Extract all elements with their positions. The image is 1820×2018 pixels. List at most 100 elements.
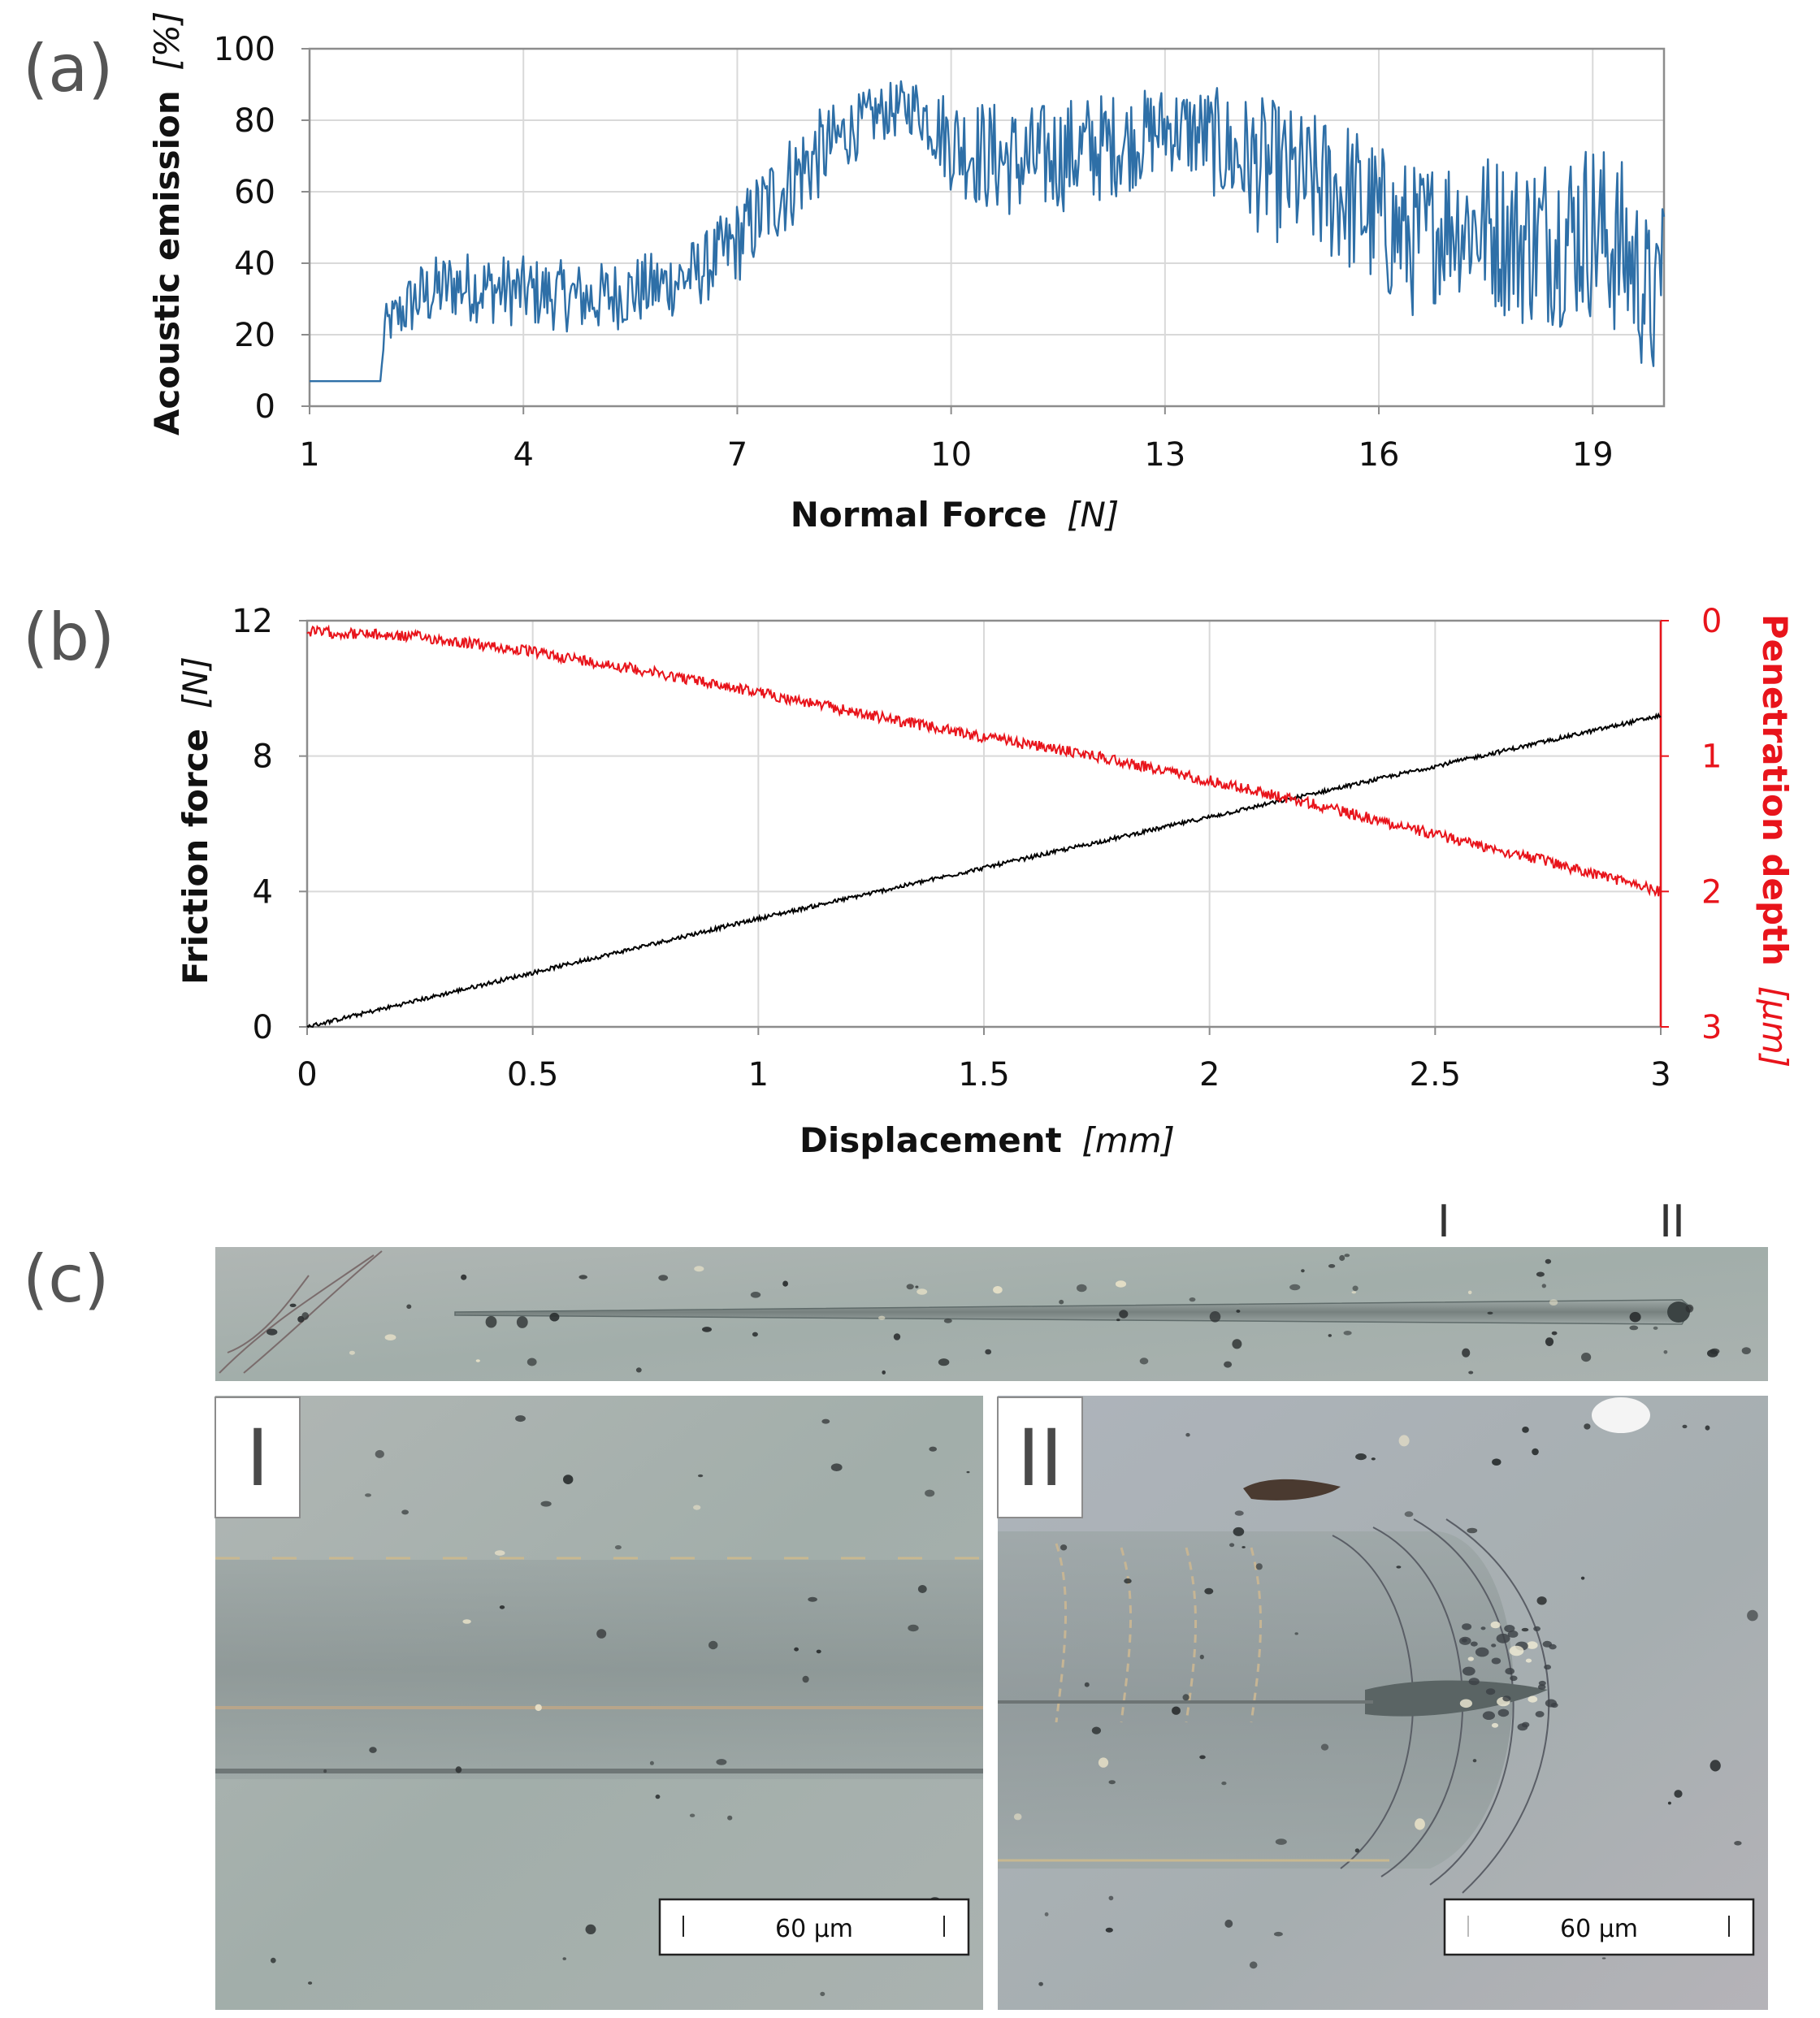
micrograph-I-debris-particle <box>716 1759 727 1765</box>
micrograph-I-debris-particle <box>802 1675 809 1683</box>
chart-b-x-axis-title: Displacement [mm] <box>800 1120 1175 1160</box>
overview-debris-particle <box>1581 1353 1592 1362</box>
micrograph-II-debris-particle <box>1354 1848 1360 1853</box>
chart-a-x-tick-label: 4 <box>513 436 533 474</box>
micrograph-I-debris-particle <box>925 1489 935 1497</box>
chart-b-y-axis-unit: [N] <box>176 656 215 708</box>
micrograph-I-debris-particle <box>455 1766 462 1773</box>
micrograph-II-tip-debris-particle <box>1538 1680 1546 1687</box>
micrograph-I-debris-particle <box>727 1815 733 1821</box>
micrograph-II-tip-debris-particle <box>1467 1656 1475 1661</box>
micrograph-II-tip-debris-particle <box>1462 1666 1476 1676</box>
overview-debris-particle <box>1545 1337 1554 1346</box>
micrograph-II-debris-particle <box>1224 1919 1233 1928</box>
overview-debris-particle <box>1119 1310 1129 1319</box>
micrograph-II-debris-particle <box>1044 1912 1049 1916</box>
overview-debris-particle <box>1139 1358 1149 1365</box>
overview-debris-particle <box>782 1280 788 1287</box>
overview-debris-particle <box>461 1274 467 1280</box>
micrograph-II-debris-particle <box>1229 1543 1235 1548</box>
overview-debris-particle <box>1077 1284 1087 1293</box>
micrograph-II-tip-debris-particle <box>1505 1668 1514 1675</box>
micrograph-II-debris-particle <box>1060 1544 1068 1551</box>
micrograph-II-tip-debris-particle <box>1480 1626 1486 1630</box>
micrograph-I-debris-particle <box>494 1550 505 1556</box>
overview-debris-particle <box>1328 1334 1332 1337</box>
overview-debris-particle <box>549 1312 560 1322</box>
micrograph-II-tip-debris-particle <box>1525 1658 1532 1663</box>
chart-b-x-axis-unit: [mm] <box>1081 1120 1175 1160</box>
micrograph-II-debris-particle <box>1038 1981 1043 1986</box>
micrograph-II-debris-particle <box>1492 1458 1502 1466</box>
micrograph-II-debris-particle <box>1355 1453 1367 1461</box>
micrograph-I-debris-particle <box>365 1493 371 1497</box>
chart-a-y-tick-label: 0 <box>255 388 275 426</box>
chart-b-x-tick-label: 0.5 <box>507 1056 559 1093</box>
micrograph-II-scale-label: 60 µm <box>1560 1915 1638 1943</box>
micrograph-II-debris-particle <box>1371 1457 1376 1461</box>
panel-label-a: (a) <box>23 31 113 106</box>
micrograph-I-debris-particle <box>808 1596 817 1602</box>
overview-debris-particle <box>1707 1349 1718 1358</box>
overview-track-end <box>1667 1301 1690 1323</box>
chart-a-x-tick-label: 10 <box>930 436 972 474</box>
overview-debris-particle <box>1352 1285 1358 1292</box>
micrograph-I-debris-particle <box>375 1449 384 1458</box>
chart-b-friction-force-series <box>306 712 1662 1028</box>
micrograph-II-tip-debris-particle <box>1533 1626 1540 1631</box>
micrograph-II-debris-particle <box>1275 1838 1287 1845</box>
overview-debris-particle <box>1462 1348 1471 1358</box>
micrograph-II-debris-particle <box>1204 1587 1214 1595</box>
chart-b-right-tick-label: 0 <box>1701 603 1722 640</box>
micrograph-II-debris-particle <box>1091 1726 1101 1734</box>
micrograph-II-tip-debris-particle <box>1470 1641 1478 1647</box>
micrograph-I-debris-particle <box>401 1509 409 1515</box>
micrograph-I-debris-particle <box>816 1649 821 1654</box>
overview-debris-particle <box>475 1359 480 1362</box>
micrograph-I-debris-particle <box>499 1605 505 1609</box>
overview-edge-damage <box>219 1250 383 1374</box>
micrograph-II-debris-particle <box>1294 1632 1298 1635</box>
micrograph-II-debris-particle <box>1522 1427 1529 1433</box>
overview-debris-particle <box>1545 1258 1552 1264</box>
overview-debris-particle <box>1541 1284 1547 1288</box>
micrograph-II-tip-debris-particle <box>1496 1633 1510 1643</box>
chart-b-y-tick-label: 8 <box>253 738 273 776</box>
micrograph-II-debris-particle <box>1532 1448 1539 1456</box>
micrograph-I-debris-particle <box>515 1415 526 1423</box>
chart-b-x-tick-label: 3 <box>1650 1056 1670 1093</box>
micrograph-II-debris-particle <box>1415 1818 1425 1830</box>
overview-debris-particle <box>1289 1284 1301 1291</box>
chart-b-right-tick-label: 3 <box>1701 1009 1722 1046</box>
chart-b-y-tick-label: 12 <box>232 603 273 640</box>
overview-debris-particle <box>1629 1311 1641 1323</box>
micrograph-II-debris-particle <box>1124 1578 1132 1584</box>
micrograph-I-scale-label: 60 µm <box>775 1915 853 1943</box>
overview-debris-particle <box>938 1358 950 1366</box>
chart-b-x-tick-label: 1.5 <box>958 1056 1010 1093</box>
overview-marker-II: II <box>1659 1196 1685 1247</box>
chart-b-x-tick-label: 2.5 <box>1410 1056 1462 1093</box>
micrograph-II-debris-particle <box>1705 1425 1710 1431</box>
overview-debris-particle <box>694 1266 704 1272</box>
overview-debris-particle <box>1467 1290 1472 1295</box>
overview-debris-particle <box>916 1288 928 1295</box>
micrograph-II-debris-particle <box>1521 1627 1529 1632</box>
chart-a-y-axis-title-text: Acoustic emission <box>147 90 187 435</box>
overview-debris-particle <box>635 1367 642 1373</box>
micrograph-II-debris-particle <box>1084 1682 1090 1687</box>
overview-debris-particle <box>1629 1325 1639 1331</box>
overview-debris-particle <box>1551 1331 1558 1336</box>
chart-a-x-tick-label: 1 <box>299 436 319 474</box>
micrograph-I-debris-particle <box>655 1794 661 1799</box>
chart-a-x-axis-title: Normal Force [N] <box>791 495 1120 535</box>
overview-debris-particle <box>943 1318 952 1323</box>
overview-marker-I: I <box>1437 1196 1450 1247</box>
micrograph-II-tip-debris-particle <box>1526 1641 1538 1649</box>
overview-debris-particle <box>893 1333 901 1340</box>
overview-debris-particle <box>1487 1311 1493 1315</box>
overview-debris-particle <box>985 1349 992 1355</box>
micrograph-I-debris-particle <box>614 1545 622 1550</box>
chart-a-x-axis-title-text: Normal Force <box>791 495 1047 535</box>
